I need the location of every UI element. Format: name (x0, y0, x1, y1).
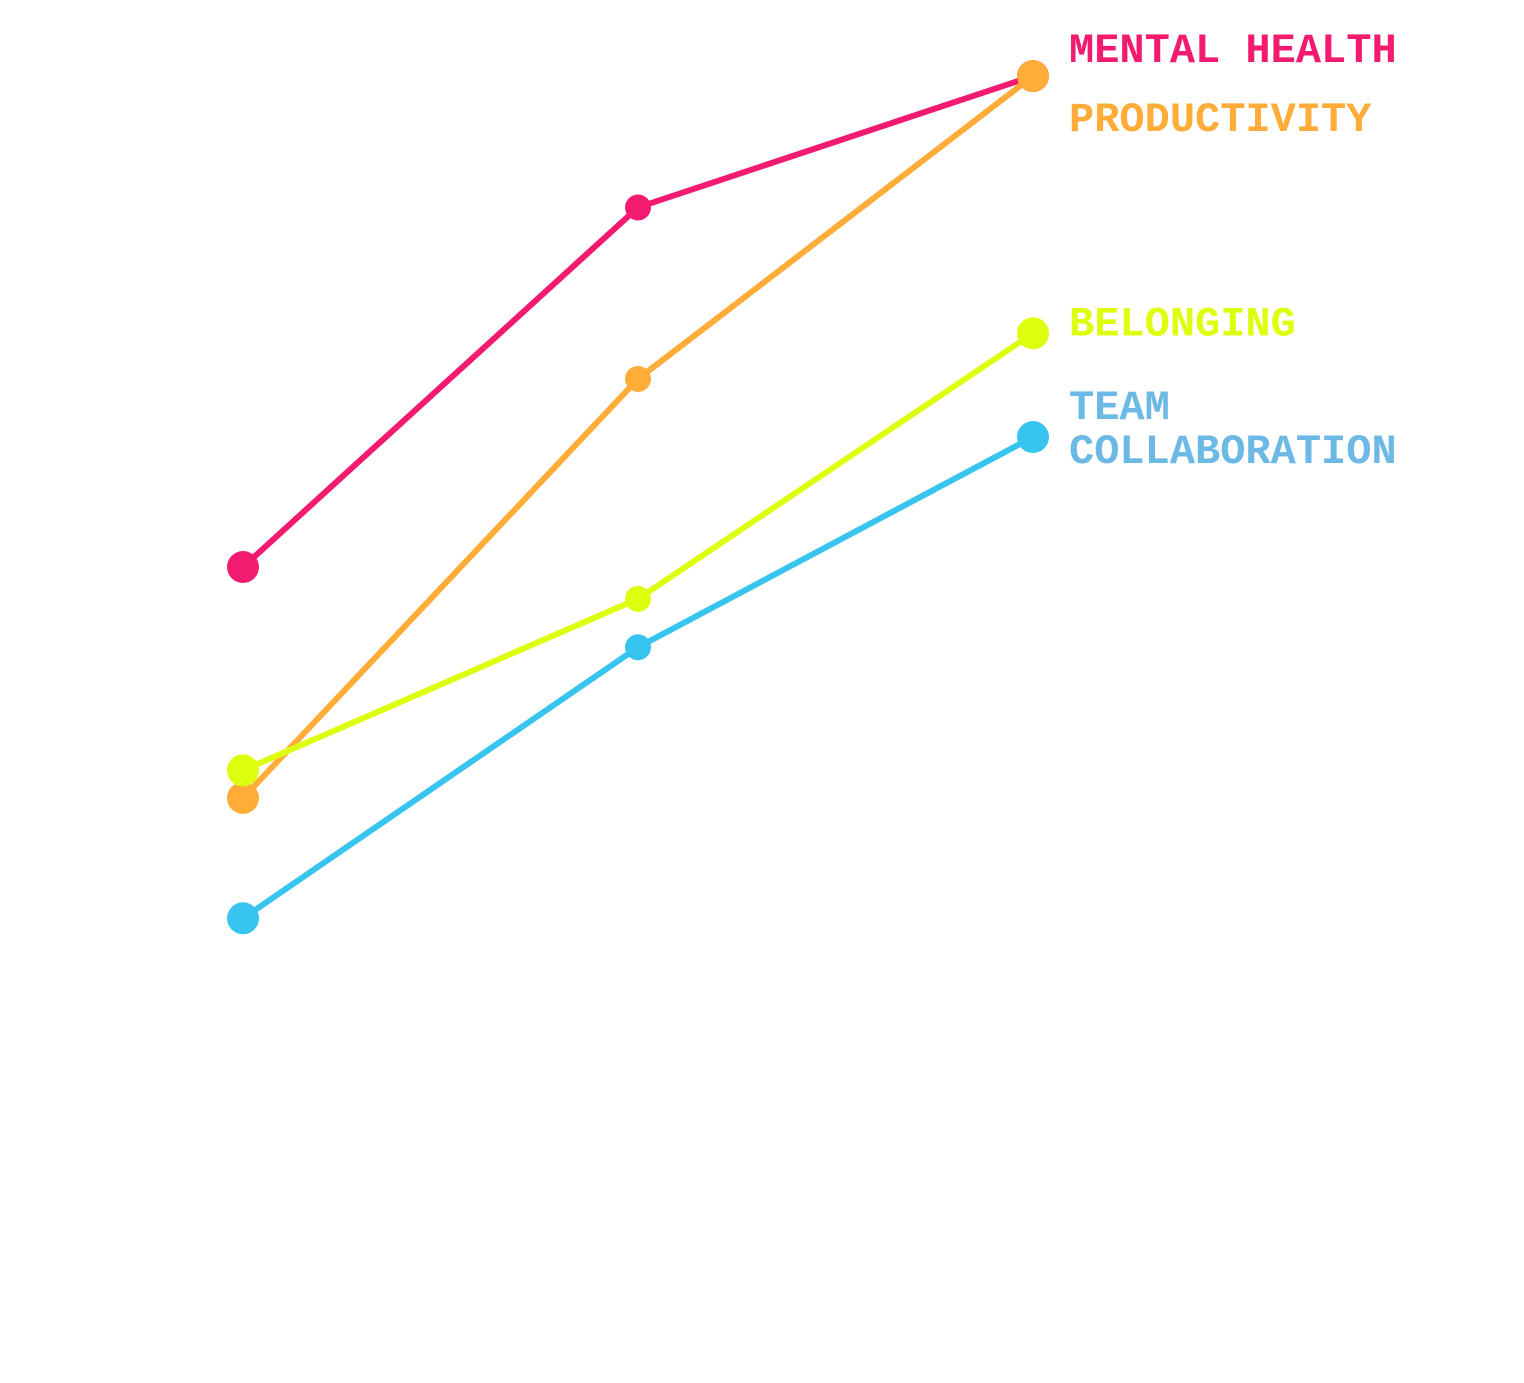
data-point-team-collaboration-1 (227, 902, 259, 935)
series-line-productivity (240, 73, 1036, 801)
data-point-belonging-1 (227, 754, 259, 787)
data-point-belonging-3 (1017, 317, 1049, 350)
series-line-team-collaboration (240, 434, 1036, 922)
data-point-mental-health-2 (625, 194, 651, 221)
series-label-line: COLLABORATION (1069, 428, 1397, 476)
series-label-mental-health: MENTAL HEALTH (1069, 27, 1397, 75)
data-point-team-collaboration-3 (1017, 421, 1049, 454)
series-label-line: MENTAL HEALTH (1069, 27, 1397, 75)
series-label-belonging: BELONGING (1069, 300, 1296, 348)
data-point-belonging-2 (625, 585, 651, 612)
series-label-line: PRODUCTIVITY (1069, 96, 1372, 144)
data-point-mental-health-1 (227, 551, 259, 584)
series-line-mental-health (240, 73, 1036, 571)
series-points (227, 60, 1049, 935)
data-point-productivity-2 (625, 365, 651, 392)
series-label-line: TEAM (1069, 384, 1170, 432)
series-label-line: BELONGING (1069, 300, 1296, 348)
data-point-productivity-1 (227, 781, 259, 814)
series-line-belonging (240, 330, 1036, 774)
data-point-team-collaboration-2 (625, 634, 651, 661)
data-point-productivity-3 (1017, 60, 1049, 93)
series-labels: MENTAL HEALTH PRODUCTIVITY BELONGING TEAM CO… (1069, 27, 1397, 476)
series-label-team-collaboration: TEAM COLLABORATION (1069, 384, 1397, 476)
series-label-productivity: PRODUCTIVITY (1069, 96, 1372, 144)
